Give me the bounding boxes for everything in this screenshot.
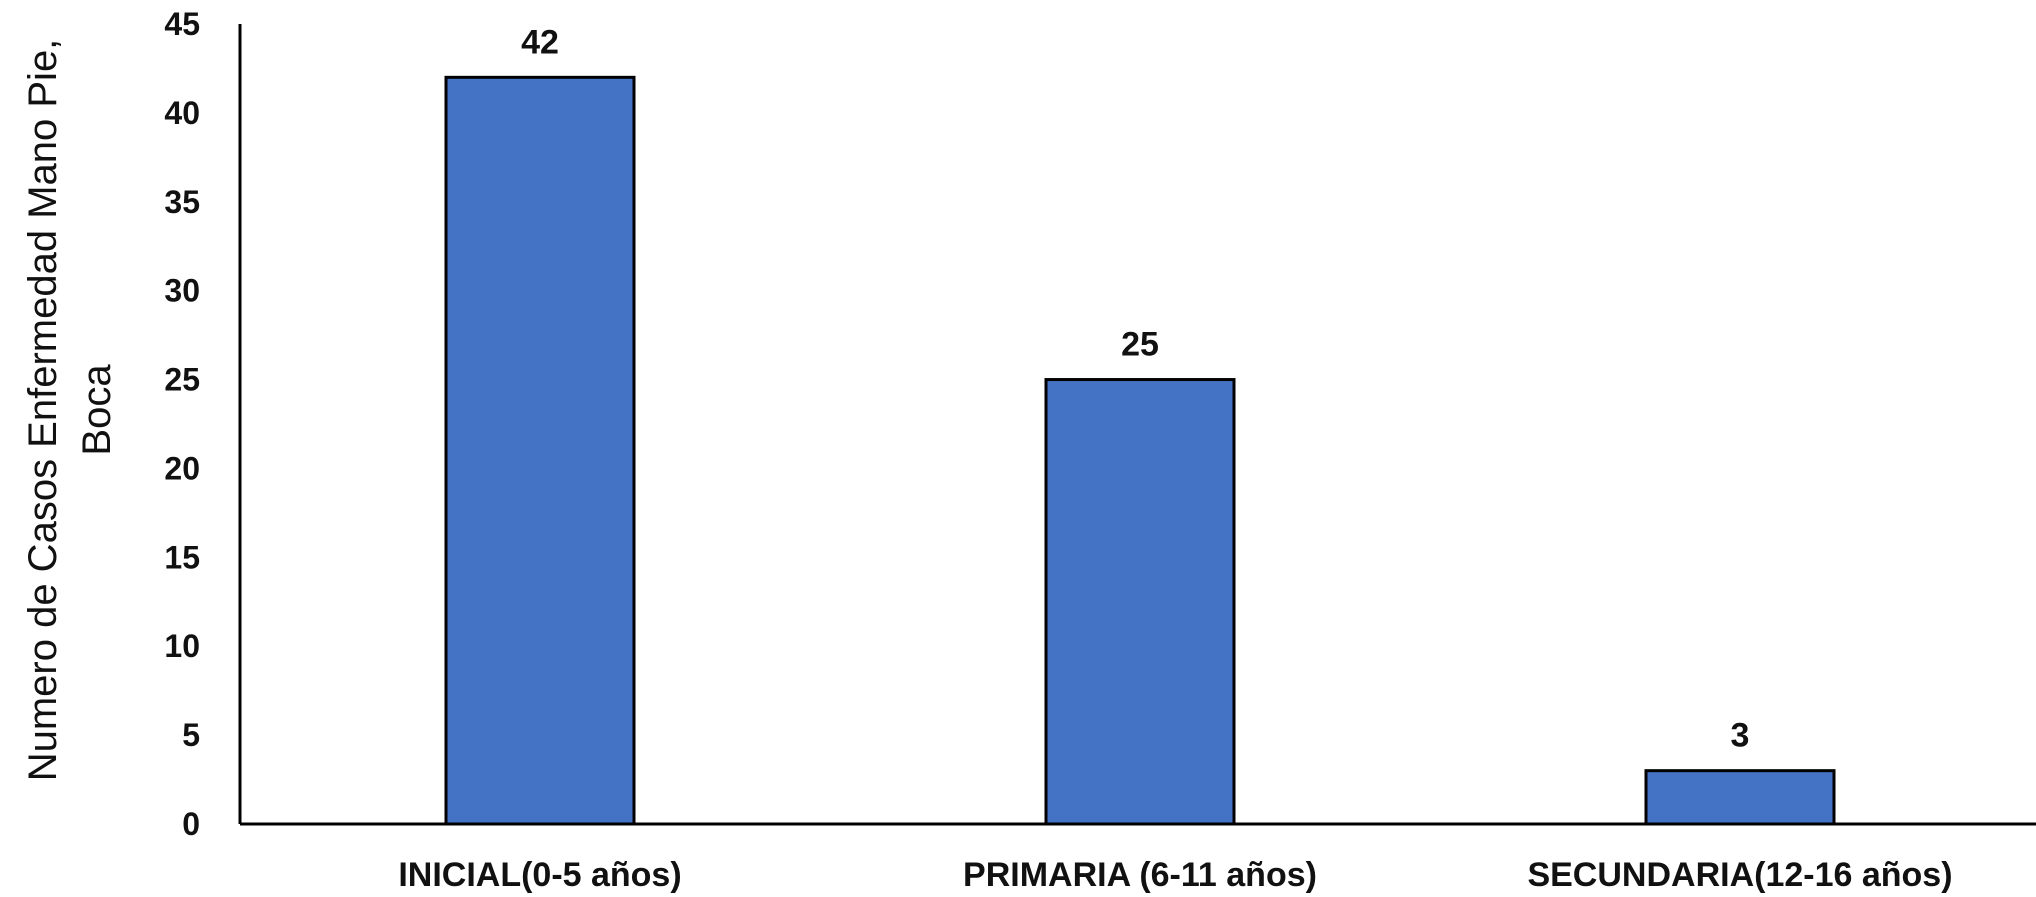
y-axis-title-line-1: Numero de Casos Enfermedad Mano Pie, bbox=[21, 39, 65, 782]
y-tick-label: 15 bbox=[164, 539, 200, 575]
y-tick-label: 20 bbox=[164, 450, 200, 486]
category-labels: INICIAL(0-5 años) PRIMARIA (6-11 años) SEC… bbox=[398, 856, 1952, 894]
y-tick-label: 40 bbox=[164, 95, 200, 131]
data-label: 25 bbox=[1121, 326, 1159, 364]
y-tick-labels: 0 5 10 15 20 25 30 35 40 45 bbox=[164, 6, 200, 842]
category-label: INICIAL(0-5 años) bbox=[398, 856, 681, 894]
y-axis-title: Numero de Casos Enfermedad Mano Pie, Boc… bbox=[21, 39, 119, 782]
data-label: 42 bbox=[521, 23, 559, 61]
bar bbox=[1644, 769, 1836, 826]
bar bbox=[1044, 378, 1236, 826]
category-label: PRIMARIA (6-11 años) bbox=[963, 856, 1317, 894]
bar bbox=[444, 75, 636, 826]
data-label: 3 bbox=[1731, 717, 1750, 755]
y-tick-label: 35 bbox=[164, 184, 200, 220]
category-label: SECUNDARIA(12-16 años) bbox=[1527, 856, 1952, 894]
y-tick-label: 0 bbox=[182, 806, 200, 842]
y-tick-label: 25 bbox=[164, 362, 200, 398]
y-tick-label: 45 bbox=[164, 6, 200, 42]
y-tick-label: 10 bbox=[164, 628, 200, 664]
y-tick-label: 30 bbox=[164, 273, 200, 309]
y-tick-label: 5 bbox=[182, 717, 200, 753]
bars bbox=[444, 75, 1836, 826]
data-labels: 42 25 3 bbox=[521, 23, 1749, 754]
y-axis-title-line-2: Boca bbox=[75, 364, 119, 456]
